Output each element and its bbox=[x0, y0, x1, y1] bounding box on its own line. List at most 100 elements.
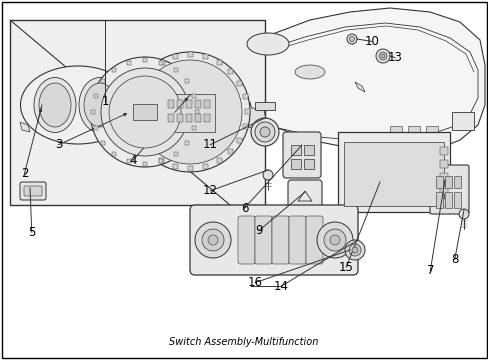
Circle shape bbox=[378, 52, 386, 60]
Bar bbox=[192, 94, 196, 98]
Polygon shape bbox=[215, 92, 240, 120]
Bar bbox=[142, 162, 147, 166]
Bar bbox=[93, 126, 97, 130]
Text: 2: 2 bbox=[20, 167, 28, 180]
Circle shape bbox=[195, 222, 230, 258]
Bar bbox=[127, 159, 131, 163]
Bar bbox=[237, 81, 242, 86]
Bar bbox=[177, 114, 183, 122]
FancyBboxPatch shape bbox=[271, 216, 288, 264]
Bar bbox=[133, 124, 138, 129]
Text: 14: 14 bbox=[273, 280, 288, 293]
Polygon shape bbox=[224, 100, 265, 128]
Bar bbox=[243, 94, 247, 99]
Bar bbox=[101, 80, 105, 84]
Polygon shape bbox=[215, 8, 484, 152]
Circle shape bbox=[349, 36, 354, 41]
Bar bbox=[93, 94, 97, 98]
Bar bbox=[337, 132, 449, 212]
Text: 10: 10 bbox=[364, 35, 378, 48]
Bar bbox=[243, 124, 247, 129]
Circle shape bbox=[254, 122, 274, 142]
Text: 15: 15 bbox=[338, 261, 353, 274]
Bar bbox=[187, 166, 193, 171]
Polygon shape bbox=[222, 85, 251, 118]
Bar bbox=[159, 159, 163, 163]
FancyBboxPatch shape bbox=[190, 205, 357, 275]
Ellipse shape bbox=[294, 65, 325, 79]
Bar bbox=[160, 94, 215, 132]
Bar bbox=[147, 149, 152, 154]
Circle shape bbox=[348, 244, 360, 256]
Text: 3: 3 bbox=[55, 138, 62, 151]
Circle shape bbox=[109, 76, 181, 148]
Bar bbox=[195, 100, 201, 108]
Text: 11: 11 bbox=[203, 138, 217, 151]
Bar bbox=[435, 192, 442, 208]
Bar bbox=[91, 110, 95, 114]
Text: 1: 1 bbox=[101, 95, 109, 108]
Bar bbox=[173, 164, 178, 169]
Bar bbox=[184, 140, 189, 145]
Bar bbox=[254, 102, 274, 110]
Bar bbox=[195, 110, 199, 114]
Bar bbox=[185, 100, 192, 108]
Bar bbox=[451, 112, 473, 130]
Circle shape bbox=[138, 60, 242, 164]
Text: 8: 8 bbox=[450, 253, 458, 266]
Bar bbox=[112, 68, 116, 72]
Polygon shape bbox=[354, 82, 364, 92]
Circle shape bbox=[202, 229, 224, 251]
Ellipse shape bbox=[84, 83, 116, 127]
Bar bbox=[444, 192, 451, 208]
Bar bbox=[159, 158, 164, 163]
Bar bbox=[168, 100, 174, 108]
Circle shape bbox=[345, 240, 364, 260]
Text: 6: 6 bbox=[240, 202, 248, 215]
Bar bbox=[10, 20, 264, 205]
Circle shape bbox=[130, 52, 249, 172]
Circle shape bbox=[346, 34, 356, 44]
Text: 12: 12 bbox=[203, 184, 217, 197]
Bar bbox=[407, 126, 419, 132]
Bar bbox=[453, 192, 460, 208]
Circle shape bbox=[380, 54, 384, 58]
Bar bbox=[173, 152, 177, 156]
Text: 7: 7 bbox=[426, 264, 433, 277]
FancyBboxPatch shape bbox=[24, 186, 42, 196]
Text: 13: 13 bbox=[387, 51, 402, 64]
Bar bbox=[290, 159, 301, 169]
Bar bbox=[139, 138, 143, 143]
Bar bbox=[133, 104, 157, 120]
Bar bbox=[304, 159, 313, 169]
FancyBboxPatch shape bbox=[254, 216, 271, 264]
Text: 16: 16 bbox=[247, 276, 262, 289]
Text: 5: 5 bbox=[28, 226, 36, 239]
Bar bbox=[439, 160, 447, 168]
FancyBboxPatch shape bbox=[288, 216, 305, 264]
Bar bbox=[159, 60, 164, 65]
Circle shape bbox=[316, 222, 352, 258]
Bar bbox=[439, 186, 447, 194]
Circle shape bbox=[263, 170, 272, 180]
Bar bbox=[133, 94, 138, 99]
Ellipse shape bbox=[79, 77, 121, 132]
Bar bbox=[439, 147, 447, 155]
Bar bbox=[439, 173, 447, 181]
Bar bbox=[203, 54, 207, 59]
Bar bbox=[228, 149, 233, 154]
Circle shape bbox=[101, 68, 189, 156]
Bar bbox=[237, 138, 242, 143]
Text: Switch Assembly-Multifunction: Switch Assembly-Multifunction bbox=[169, 337, 318, 347]
Bar bbox=[127, 60, 131, 64]
Bar bbox=[203, 100, 209, 108]
Circle shape bbox=[458, 209, 468, 219]
Bar bbox=[184, 80, 189, 84]
Bar bbox=[173, 68, 177, 72]
Bar bbox=[173, 54, 178, 59]
Bar bbox=[185, 114, 192, 122]
Bar bbox=[203, 114, 209, 122]
Bar bbox=[435, 176, 442, 188]
Polygon shape bbox=[20, 122, 30, 132]
Bar bbox=[389, 126, 401, 132]
